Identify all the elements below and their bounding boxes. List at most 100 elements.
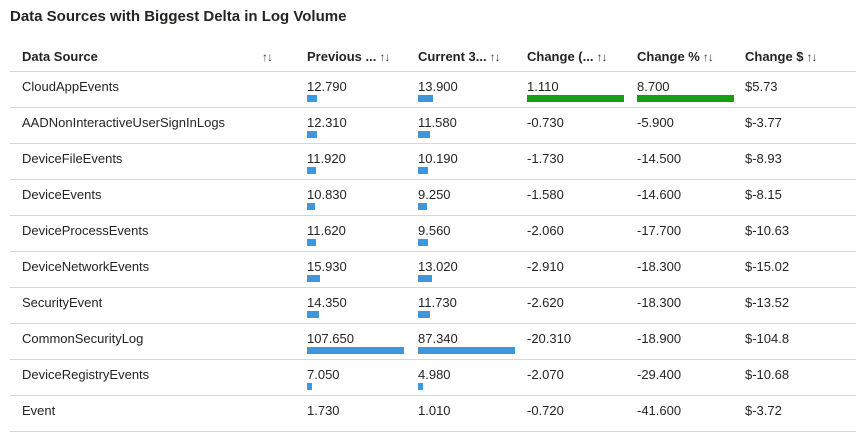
data-bar-blue [307,167,317,174]
cell-current: 9.250 [418,180,527,215]
cell-change_usd: $5.73 [745,72,856,107]
data-table: Data Source ↑↓ Previous ... ↑↓ Current 3.… [10,42,856,432]
cell-previous: 11.620 [307,216,418,251]
table-row[interactable]: DeviceRegistryEvents 7.050 4.980 -2.070 -29.… [10,360,856,396]
cell-value: -5.900 [637,115,674,130]
data-bar-blue [418,347,515,354]
sort-arrows-icon[interactable]: ↑↓ [262,50,273,64]
cell-value: -29.400 [637,367,682,382]
column-label: Previous ... [307,49,377,64]
column-header-change[interactable]: Change (... ↑↓ [527,42,637,71]
cell-value: -2.620 [527,295,564,310]
table-row[interactable]: CloudAppEvents 12.790 13.900 1.110 8.700 $5.7… [10,72,856,108]
cell-data_source: CloudAppEvents [10,72,307,107]
column-header-data-source[interactable]: Data Source ↑↓ [10,42,307,71]
cell-value: 10.190 [418,151,458,166]
column-header-previous[interactable]: Previous ... ↑↓ [307,42,418,71]
data-bar-blue [307,383,312,390]
cell-value: 12.310 [307,115,347,130]
table-row[interactable]: Event 1.730 1.010 -0.720 -41.600 $-3.72 [10,396,856,432]
cell-value: 1.730 [307,403,340,418]
column-header-change-usd[interactable]: Change $ ↑↓ [745,42,856,71]
cell-value: -1.730 [527,151,564,166]
data-bar-blue [307,311,319,318]
cell-change: 1.110 [527,72,637,107]
cell-value: 14.350 [307,295,347,310]
cell-change: -0.730 [527,108,637,143]
cell-value: 1.010 [418,403,451,418]
cell-data_source: DeviceNetworkEvents [10,252,307,287]
cell-value: 107.650 [307,331,354,346]
cell-value: 9.560 [418,223,451,238]
data-bar-green [527,95,624,102]
cell-value: -20.310 [527,331,572,346]
cell-value: DeviceNetworkEvents [22,259,150,274]
cell-value: -2.910 [527,259,564,274]
cell-change_usd: $-13.52 [745,288,856,323]
cell-value: CloudAppEvents [22,79,119,94]
table-row[interactable]: DeviceNetworkEvents 15.930 13.020 -2.910 -18… [10,252,856,288]
data-bar-blue [418,131,430,138]
cell-current: 9.560 [418,216,527,251]
table-row[interactable]: CommonSecurityLog 107.650 87.340 -20.310 -18… [10,324,856,360]
cell-value: AADNonInteractiveUserSignInLogs [22,115,226,130]
data-bar-blue [418,383,423,390]
cell-current: 13.900 [418,72,527,107]
table-row[interactable]: AADNonInteractiveUserSignInLogs 12.310 11.… [10,108,856,144]
cell-change_pct: -18.300 [637,288,745,323]
cell-change_usd: $-10.63 [745,216,856,251]
cell-change: -1.730 [527,144,637,179]
cell-current: 4.980 [418,360,527,395]
column-label: Change (... [527,49,594,64]
cell-value: $-8.15 [745,187,782,202]
cell-data_source: DeviceProcessEvents [10,216,307,251]
visual-title: Data Sources with Biggest Delta in Log V… [10,8,347,25]
sort-arrows-icon[interactable]: ↑↓ [596,50,607,64]
table-body: CloudAppEvents 12.790 13.900 1.110 8.700 $5.7… [10,72,856,432]
cell-data_source: DeviceRegistryEvents [10,360,307,395]
data-bar-blue [307,131,317,138]
data-bar-green [637,95,734,102]
cell-value: -17.700 [637,223,682,238]
cell-change_pct: -14.600 [637,180,745,215]
cell-change_pct: -18.300 [637,252,745,287]
cell-value: $-10.68 [745,367,790,382]
cell-value: $-3.72 [745,403,782,418]
table-row[interactable]: DeviceProcessEvents 11.620 9.560 -2.060 -17.… [10,216,856,252]
cell-value: -0.730 [527,115,564,130]
cell-value: $5.73 [745,79,778,94]
cell-previous: 12.310 [307,108,418,143]
cell-value: -41.600 [637,403,682,418]
sort-arrows-icon[interactable]: ↑↓ [806,50,818,64]
cell-value: -2.060 [527,223,564,238]
data-bar-blue [307,239,317,246]
cell-data_source: DeviceEvents [10,180,307,215]
cell-current: 13.020 [418,252,527,287]
cell-change: -0.720 [527,396,637,431]
table-row[interactable]: DeviceEvents 10.830 9.250 -1.580 -14.600 $-8.… [10,180,856,216]
column-header-current[interactable]: Current 3... ↑↓ [418,42,527,71]
data-bar-blue [307,203,316,210]
cell-value: -18.300 [637,259,682,274]
table-row[interactable]: SecurityEvent 14.350 11.730 -2.620 -18.300 $-… [10,288,856,324]
cell-previous: 10.830 [307,180,418,215]
cell-change: -2.070 [527,360,637,395]
table-header-row: Data Source ↑↓ Previous ... ↑↓ Current 3.… [10,42,856,72]
sort-arrows-icon[interactable]: ↑↓ [379,50,390,64]
sort-arrows-icon[interactable]: ↑↓ [489,50,501,64]
cell-change_usd: $-15.02 [745,252,856,287]
cell-change: -20.310 [527,324,637,359]
column-header-change-pct[interactable]: Change % ↑↓ [637,42,745,71]
cell-change_usd: $-8.93 [745,144,856,179]
table-row[interactable]: DeviceFileEvents 11.920 10.190 -1.730 -14.50… [10,144,856,180]
cell-value: 11.730 [418,295,457,310]
cell-previous: 1.730 [307,396,418,431]
cell-change_pct: -29.400 [637,360,745,395]
cell-change_usd: $-10.68 [745,360,856,395]
cell-value: -2.070 [527,367,564,382]
column-label: Data Source [22,49,98,64]
sort-arrows-icon[interactable]: ↑↓ [702,50,714,64]
cell-value: -14.600 [637,187,682,202]
cell-previous: 12.790 [307,72,418,107]
cell-value: $-15.02 [745,259,790,274]
